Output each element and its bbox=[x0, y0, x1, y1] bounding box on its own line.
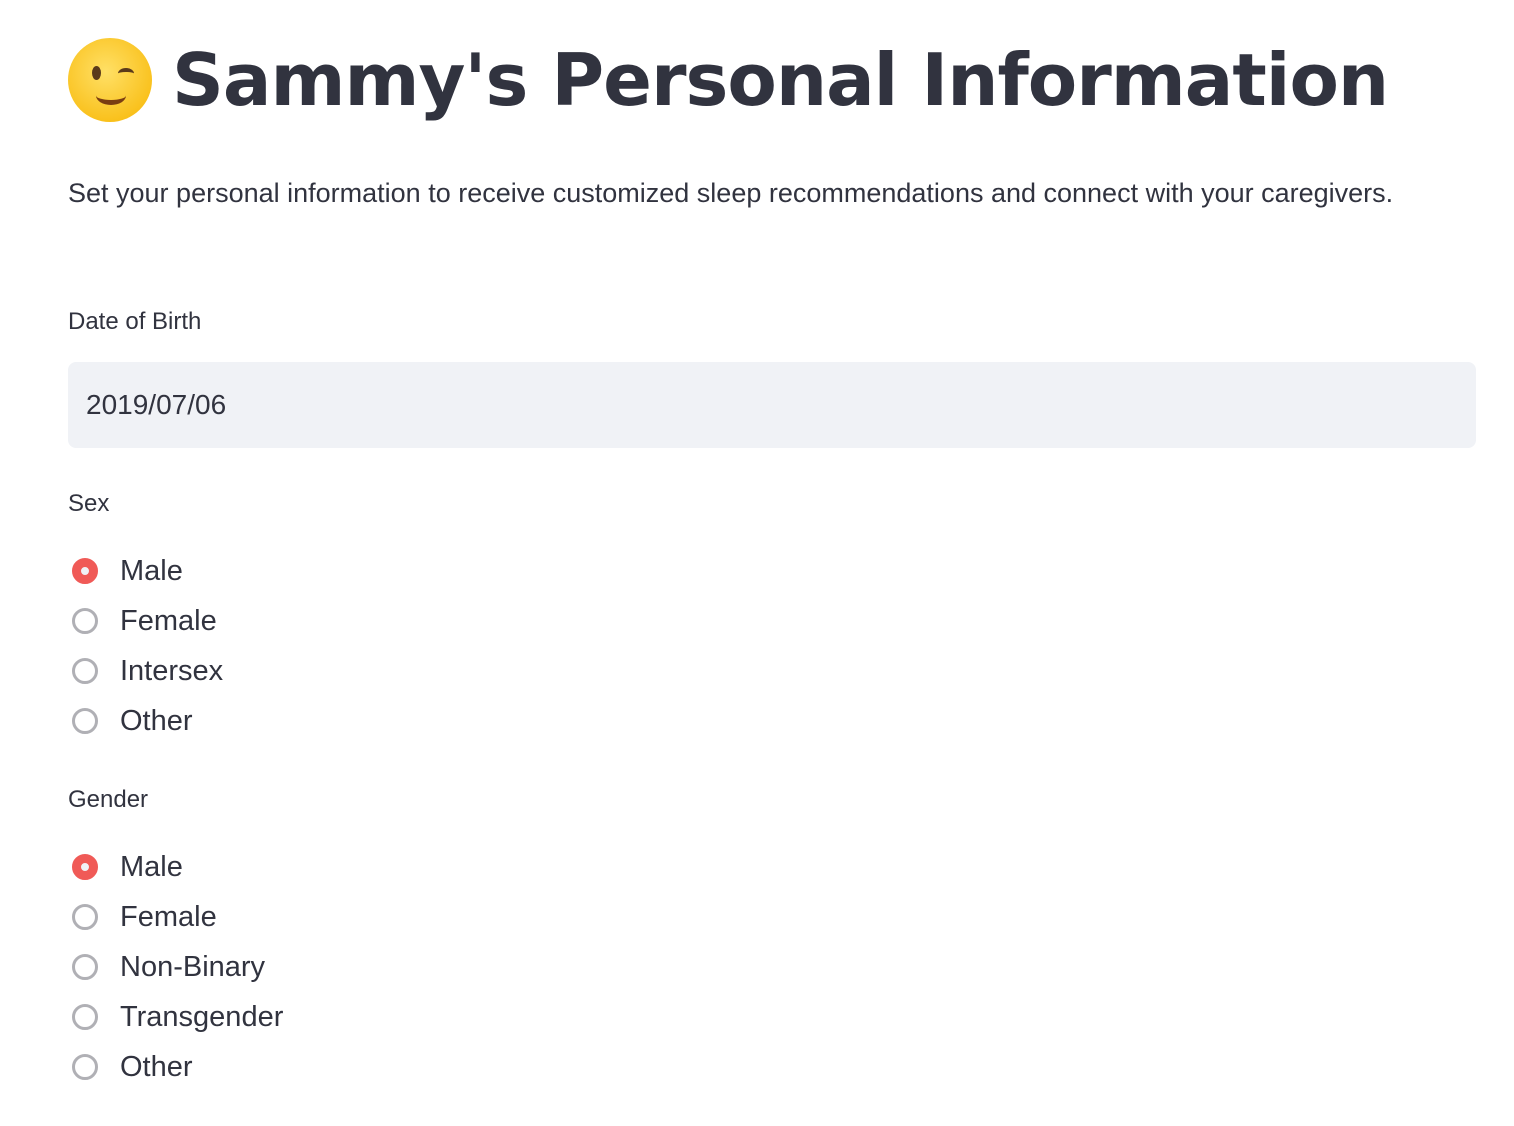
radio-circle-icon[interactable] bbox=[72, 658, 98, 684]
radio-label: Female bbox=[120, 604, 217, 637]
winking-face-icon bbox=[68, 38, 152, 122]
radio-label: Intersex bbox=[120, 654, 224, 687]
dob-label: Date of Birth bbox=[68, 308, 202, 335]
radio-label: Female bbox=[120, 900, 217, 933]
sex-option-intersex[interactable]: Intersex bbox=[72, 646, 223, 696]
dob-input[interactable]: 2019/07/06 bbox=[68, 362, 1476, 448]
radio-circle-icon[interactable] bbox=[72, 1004, 98, 1030]
radio-label: Transgender bbox=[120, 1000, 284, 1033]
radio-circle-icon[interactable] bbox=[72, 904, 98, 930]
gender-label: Gender bbox=[68, 786, 149, 813]
page-title: Sammy's Personal Information bbox=[68, 38, 1389, 122]
gender-option-male[interactable]: Male bbox=[72, 842, 283, 892]
radio-label: Male bbox=[120, 554, 183, 587]
radio-circle-icon[interactable] bbox=[72, 954, 98, 980]
sex-option-female[interactable]: Female bbox=[72, 596, 223, 646]
gender-radio-group: Male Female Non-Binary Transgender Other bbox=[72, 842, 283, 1092]
radio-label: Other bbox=[120, 704, 193, 737]
description: Set your personal information to receive… bbox=[68, 178, 1394, 208]
page-title-text: Sammy's Personal Information bbox=[172, 38, 1389, 122]
sex-option-male[interactable]: Male bbox=[72, 546, 223, 596]
gender-option-non-binary[interactable]: Non-Binary bbox=[72, 942, 283, 992]
gender-option-transgender[interactable]: Transgender bbox=[72, 992, 283, 1042]
gender-option-female[interactable]: Female bbox=[72, 892, 283, 942]
radio-circle-icon[interactable] bbox=[72, 708, 98, 734]
radio-circle-icon[interactable] bbox=[72, 558, 98, 584]
sex-option-other[interactable]: Other bbox=[72, 696, 223, 746]
radio-circle-icon[interactable] bbox=[72, 1054, 98, 1080]
radio-label: Non-Binary bbox=[120, 950, 266, 983]
radio-label: Male bbox=[120, 850, 183, 883]
radio-circle-icon[interactable] bbox=[72, 854, 98, 880]
radio-label: Other bbox=[120, 1050, 193, 1083]
gender-option-other[interactable]: Other bbox=[72, 1042, 283, 1092]
sex-radio-group: Male Female Intersex Other bbox=[72, 546, 223, 746]
radio-circle-icon[interactable] bbox=[72, 608, 98, 634]
sex-label: Sex bbox=[68, 490, 110, 517]
